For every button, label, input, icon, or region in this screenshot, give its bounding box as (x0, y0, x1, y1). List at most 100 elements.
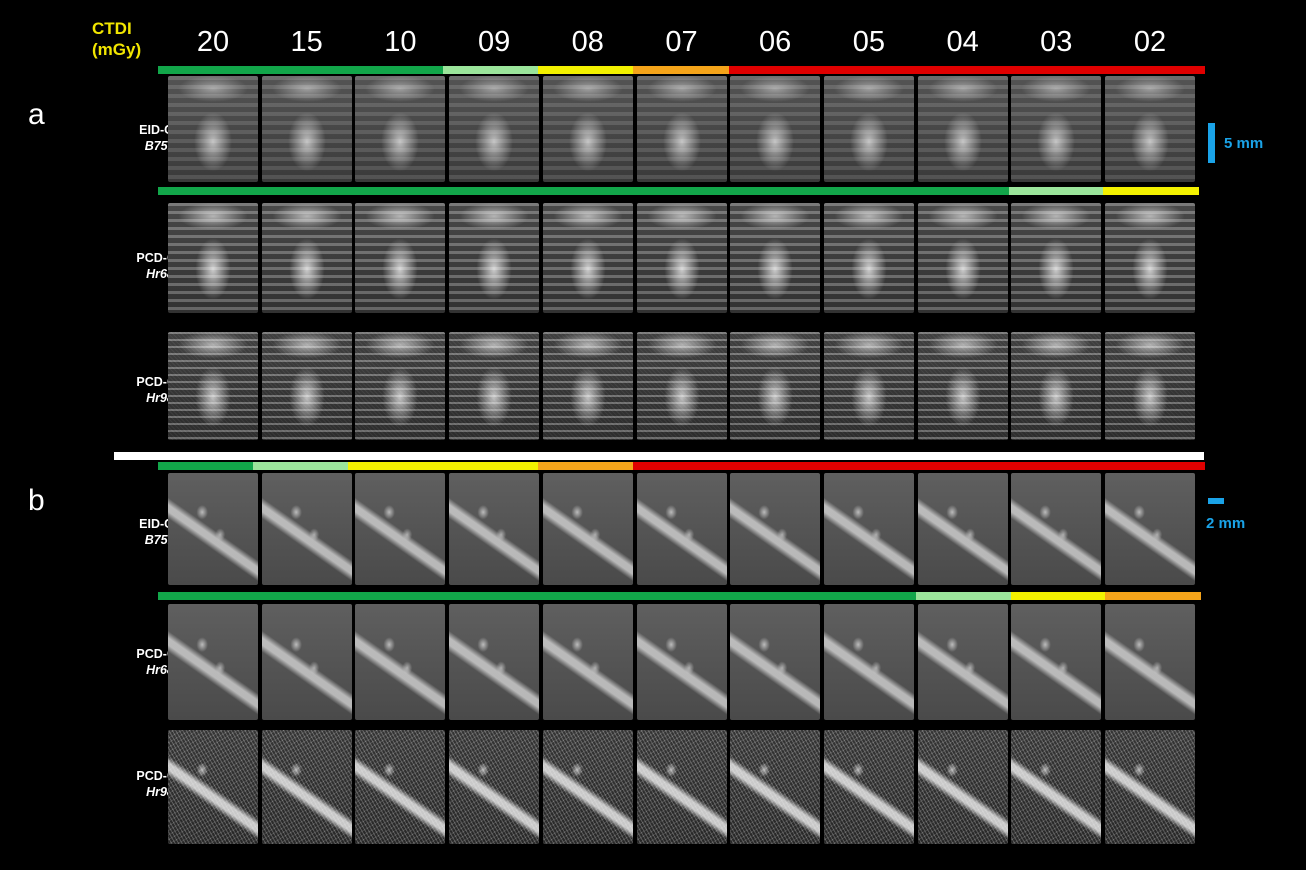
ct-image-tile (355, 730, 446, 844)
quality-bar-segment (442, 592, 538, 600)
scale-bar-a (1208, 123, 1215, 163)
quality-bar-segment (158, 187, 254, 195)
row-label-kernel: B75h (144, 139, 176, 153)
panel-b-letter: b (28, 484, 45, 517)
dose-label: 07 (665, 26, 698, 58)
ct-image-tile (542, 730, 633, 844)
ct-image-tile (823, 730, 914, 844)
ctdi-unit-label: (mGy) (92, 40, 142, 59)
ct-image-tile (168, 473, 258, 585)
ct-image-tile (1011, 203, 1102, 313)
quality-bar-segment (348, 462, 445, 470)
dose-label: 20 (196, 26, 230, 58)
ct-image-tile (730, 332, 821, 440)
panel-separator (114, 452, 1204, 460)
quality-bar-segment (633, 66, 730, 74)
ct-image-tile (355, 332, 446, 440)
ct-image-tile (730, 473, 821, 585)
ct-image-tile (449, 76, 540, 182)
quality-bar-segment (823, 66, 920, 74)
ct-image-tile (730, 203, 821, 313)
panel-a-letter: a (28, 98, 45, 131)
ct-image-tile (261, 76, 352, 182)
quality-bar-segment (725, 187, 821, 195)
quality-bar-segment (252, 592, 349, 600)
quality-bar-segment (630, 187, 727, 195)
quality-bar-segment (1013, 462, 1110, 470)
quality-bar-segment (1013, 66, 1110, 74)
quality-bar-segment (728, 462, 825, 470)
ct-image-tile (542, 332, 633, 440)
ct-image-tile (542, 473, 633, 585)
quality-bar-segment (631, 592, 728, 600)
ct-image-tile (730, 604, 821, 720)
ct-image-tile (1011, 332, 1102, 440)
ct-image-tile (917, 332, 1008, 440)
ct-image-tile (168, 332, 258, 440)
quality-bar-segment (536, 187, 632, 195)
dose-label: 10 (384, 26, 417, 58)
quality-bar-segment (1103, 187, 1199, 195)
quality-bar-segment (347, 592, 443, 600)
row-label-kernel: Hr68 (146, 663, 174, 677)
quality-bar-segment (821, 592, 917, 600)
quality-bar-segment (538, 66, 635, 74)
scale-bar-b (1208, 498, 1224, 504)
ct-image-tile (261, 332, 352, 440)
ct-image-tile (823, 332, 914, 440)
ct-image-tile (168, 730, 258, 844)
quality-bar-segment (158, 462, 254, 470)
ct-image-tile (1105, 730, 1195, 844)
scale-label-b: 2 mm (1206, 515, 1246, 532)
quality-bar-segment (536, 592, 633, 600)
quality-bar-segment (443, 66, 540, 74)
quality-bar-segment (914, 187, 1010, 195)
ct-image-tile (449, 730, 540, 844)
ct-image-tile (1105, 473, 1195, 585)
ct-image-tile (355, 473, 446, 585)
ct-image-tile (1105, 604, 1195, 720)
ct-image-tile (168, 604, 258, 720)
ct-image-tile (261, 203, 352, 313)
ct-image-tile (261, 473, 352, 585)
quality-bar-segment (726, 592, 822, 600)
quality-bar-segment (252, 187, 348, 195)
ct-image-tile (449, 203, 540, 313)
quality-bar-segment (1105, 592, 1201, 600)
row-label-kernel: Hr98 (146, 785, 174, 799)
quality-bar-segment (441, 187, 537, 195)
ct-image-tile (636, 76, 727, 182)
ct-image-tile (823, 473, 914, 585)
ct-image-tile (449, 473, 540, 585)
ct-image-tile (449, 604, 540, 720)
ct-image-tile (917, 604, 1008, 720)
ctdi-label: CTDI (92, 19, 132, 38)
row-label-kernel: Hr68 (146, 267, 174, 281)
ct-image-tile (636, 332, 727, 440)
quality-bar-segment (728, 66, 825, 74)
ct-image-tile (823, 76, 914, 182)
quality-bar-segment (819, 187, 916, 195)
ct-image-tile (917, 473, 1008, 585)
dose-label: 08 (571, 26, 604, 58)
ct-image-tile (636, 473, 727, 585)
quality-bar-segment (443, 462, 540, 470)
quality-bar-segment (918, 66, 1015, 74)
ct-image-tile (730, 730, 821, 844)
quality-bar-segment (158, 66, 254, 74)
ct-image-tile (261, 604, 352, 720)
ct-image-tile (1105, 203, 1195, 313)
ct-image-tile (823, 203, 914, 313)
dose-label: 05 (852, 26, 886, 58)
ct-image-tile (917, 76, 1008, 182)
ct-image-tile (168, 76, 258, 182)
quality-bar-segment (1010, 592, 1107, 600)
quality-bar-segment (158, 592, 254, 600)
ct-image-tile (449, 332, 540, 440)
quality-bar-segment (918, 462, 1015, 470)
row-label-kernel: B75h (144, 533, 176, 547)
ct-image-tile (917, 730, 1008, 844)
scale-label-a: 5 mm (1224, 135, 1264, 152)
quality-bar-segment (1108, 462, 1205, 470)
ct-image-tile (261, 730, 352, 844)
